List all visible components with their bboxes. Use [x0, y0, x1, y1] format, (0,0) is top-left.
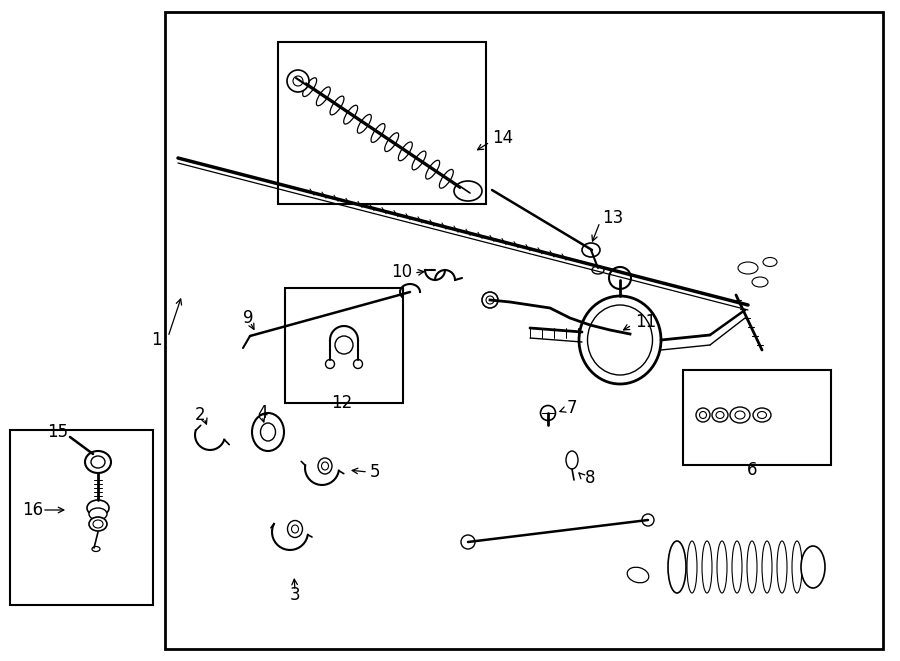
- Ellipse shape: [292, 525, 299, 533]
- FancyBboxPatch shape: [683, 370, 831, 465]
- FancyBboxPatch shape: [10, 430, 153, 605]
- Ellipse shape: [541, 405, 555, 420]
- Ellipse shape: [626, 328, 640, 342]
- Text: 2: 2: [194, 406, 205, 424]
- Ellipse shape: [792, 541, 802, 593]
- Ellipse shape: [627, 567, 649, 583]
- FancyBboxPatch shape: [165, 12, 883, 649]
- Ellipse shape: [326, 360, 335, 368]
- Ellipse shape: [426, 160, 439, 179]
- Ellipse shape: [287, 70, 309, 92]
- Ellipse shape: [752, 277, 768, 287]
- Text: 13: 13: [602, 209, 623, 227]
- Ellipse shape: [668, 541, 686, 593]
- Ellipse shape: [482, 292, 498, 308]
- Ellipse shape: [730, 407, 750, 423]
- Ellipse shape: [321, 462, 328, 470]
- Ellipse shape: [412, 151, 426, 170]
- Text: 3: 3: [290, 586, 301, 604]
- Ellipse shape: [801, 546, 825, 588]
- Ellipse shape: [579, 296, 661, 384]
- Ellipse shape: [399, 142, 412, 161]
- Ellipse shape: [712, 408, 728, 422]
- Text: 9: 9: [243, 309, 253, 327]
- Ellipse shape: [287, 520, 302, 537]
- Ellipse shape: [454, 181, 482, 201]
- Text: 12: 12: [331, 394, 353, 412]
- Ellipse shape: [753, 408, 771, 422]
- Ellipse shape: [702, 541, 712, 593]
- Text: 14: 14: [492, 129, 513, 147]
- Ellipse shape: [87, 500, 109, 516]
- Ellipse shape: [317, 87, 330, 106]
- Ellipse shape: [716, 412, 724, 418]
- Ellipse shape: [738, 262, 758, 274]
- Ellipse shape: [439, 169, 454, 188]
- Ellipse shape: [318, 458, 332, 474]
- Ellipse shape: [717, 541, 727, 593]
- Text: 8: 8: [585, 469, 596, 487]
- FancyBboxPatch shape: [285, 288, 403, 403]
- Ellipse shape: [89, 517, 107, 531]
- Ellipse shape: [747, 541, 757, 593]
- Ellipse shape: [330, 96, 344, 115]
- Ellipse shape: [85, 451, 111, 473]
- Ellipse shape: [384, 133, 399, 151]
- Text: 10: 10: [391, 263, 412, 281]
- Ellipse shape: [357, 114, 372, 134]
- Ellipse shape: [777, 541, 787, 593]
- Ellipse shape: [732, 541, 742, 593]
- Ellipse shape: [699, 412, 707, 418]
- Ellipse shape: [592, 266, 604, 274]
- Ellipse shape: [687, 541, 697, 593]
- Text: 16: 16: [22, 501, 43, 519]
- Ellipse shape: [260, 423, 275, 441]
- Ellipse shape: [609, 267, 631, 289]
- Text: 4: 4: [256, 404, 267, 422]
- Ellipse shape: [252, 413, 284, 451]
- Ellipse shape: [763, 258, 777, 266]
- Ellipse shape: [344, 105, 357, 124]
- Ellipse shape: [696, 408, 710, 422]
- Ellipse shape: [354, 360, 363, 368]
- Ellipse shape: [762, 541, 772, 593]
- Text: 6: 6: [747, 461, 757, 479]
- Ellipse shape: [735, 411, 745, 419]
- Ellipse shape: [91, 456, 105, 468]
- Ellipse shape: [371, 124, 385, 142]
- Ellipse shape: [642, 514, 654, 526]
- Ellipse shape: [89, 508, 107, 520]
- Ellipse shape: [93, 520, 103, 528]
- Ellipse shape: [302, 78, 317, 97]
- Ellipse shape: [566, 451, 578, 469]
- Ellipse shape: [293, 76, 303, 86]
- Ellipse shape: [486, 296, 494, 304]
- Text: 7: 7: [567, 399, 578, 417]
- Text: 15: 15: [48, 423, 68, 441]
- Ellipse shape: [335, 336, 353, 354]
- Ellipse shape: [758, 412, 767, 418]
- FancyBboxPatch shape: [278, 42, 486, 204]
- Text: 11: 11: [635, 313, 656, 331]
- Ellipse shape: [588, 305, 652, 375]
- Ellipse shape: [461, 535, 475, 549]
- Ellipse shape: [582, 243, 600, 257]
- Text: 1: 1: [151, 331, 162, 349]
- Text: 5: 5: [370, 463, 381, 481]
- Ellipse shape: [92, 547, 100, 551]
